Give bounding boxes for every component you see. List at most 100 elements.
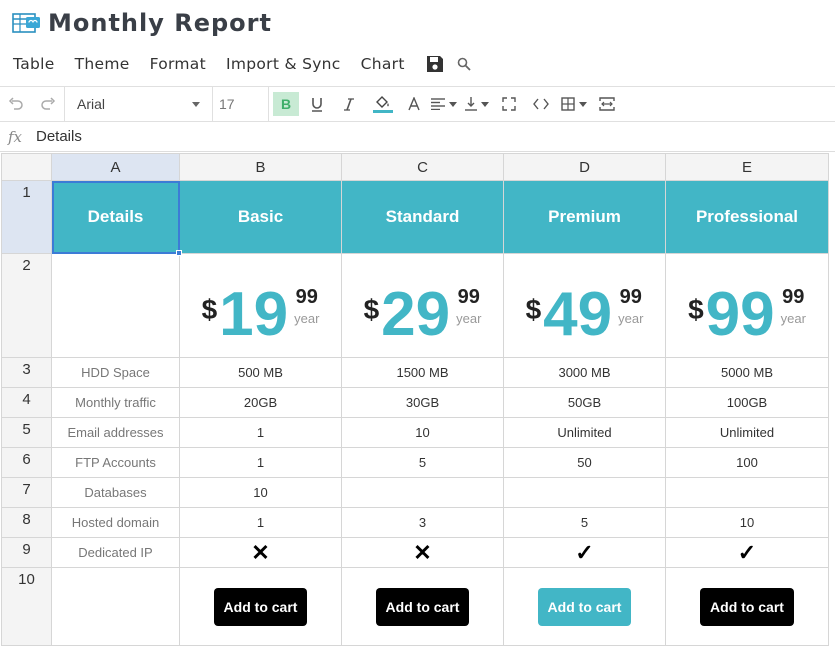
font-size-input[interactable]: 17 [213,87,269,121]
cell-feature-label[interactable]: FTP Accounts [51,447,180,478]
add-to-cart-button-basic[interactable]: Add to cart [213,587,308,626]
cell-plan-basic[interactable]: Basic [179,180,342,254]
cell-value[interactable]: 100GB [665,387,829,418]
cell-value[interactable]: 3 [341,507,504,538]
fill-color-icon[interactable] [365,87,401,121]
font-family-select[interactable]: Arial [65,87,213,121]
cell-cart[interactable]: Add to cart [503,567,666,646]
cell-empty[interactable] [51,567,180,646]
cell-value[interactable]: 20GB [179,387,342,418]
cell-value[interactable]: 50GB [503,387,666,418]
row-header-9[interactable]: 9 [1,537,52,568]
search-icon[interactable] [457,57,471,71]
cell-value[interactable]: 1 [179,447,342,478]
cell-value[interactable]: 10 [665,507,829,538]
cell-value[interactable]: 5 [503,507,666,538]
add-to-cart-button-premium[interactable]: Add to cart [537,587,632,626]
price-period: year [780,310,806,326]
cell-text: Details [87,207,144,226]
bold-button[interactable]: B [273,92,299,116]
row-header-10[interactable]: 10 [1,567,52,646]
cell-feature-label[interactable]: Hosted domain [51,507,180,538]
chevron-down-icon [192,101,200,107]
cell-value[interactable]: 10 [341,417,504,448]
formula-input[interactable]: Details [36,128,82,145]
cell-details-header[interactable]: Details [51,180,182,256]
cell-plan-professional[interactable]: Professional [665,180,829,254]
row-header-1[interactable]: 1 [1,180,52,254]
cell-feature-label[interactable]: Databases [51,477,180,508]
menu-format[interactable]: Format [149,55,206,73]
select-all-corner[interactable] [1,153,52,181]
undo-icon[interactable] [0,87,32,121]
cell-value[interactable] [503,477,666,508]
cell-value[interactable]: 5 [341,447,504,478]
currency-symbol: $ [201,293,218,325]
cell-feature-label[interactable]: Monthly traffic [51,387,180,418]
cell-value[interactable]: ✕ [341,537,504,568]
cell-value[interactable]: 30GB [341,387,504,418]
cell-value[interactable]: ✓ [503,537,666,568]
row-header-6[interactable]: 6 [1,447,52,478]
cell-feature-label[interactable]: Email addresses [51,417,180,448]
italic-icon[interactable] [333,87,365,121]
cell-value[interactable]: 10 [179,477,342,508]
cell-feature-label[interactable]: HDD Space [51,357,180,388]
column-header-d[interactable]: D [503,153,666,181]
cell-value[interactable]: 100 [665,447,829,478]
row-header-3[interactable]: 3 [1,357,52,388]
cell-price-premium[interactable]: $49 99 year [503,253,666,358]
cell-cart[interactable]: Add to cart [179,567,342,646]
cell-cart[interactable]: Add to cart [665,567,829,646]
redo-icon[interactable] [32,87,64,121]
row-header-8[interactable]: 8 [1,507,52,538]
cell-value[interactable]: 5000 MB [665,357,829,388]
code-icon[interactable] [525,87,557,121]
save-icon[interactable] [425,54,445,74]
cell-value[interactable]: 500 MB [179,357,342,388]
cell-value[interactable]: 1 [179,417,342,448]
borders-dropdown[interactable] [561,97,587,111]
cell-value[interactable]: ✕ [179,537,342,568]
cell-price-professional[interactable]: $99 99 year [665,253,829,358]
cell-plan-standard[interactable]: Standard [341,180,504,254]
cell-value[interactable]: Unlimited [665,417,829,448]
menu-chart[interactable]: Chart [360,55,405,73]
cell-value[interactable]: 50 [503,447,666,478]
cell-price-standard[interactable]: $29 99 year [341,253,504,358]
cell-feature-label[interactable]: Dedicated IP [51,537,180,568]
cell-value[interactable]: 1500 MB [341,357,504,388]
text-color-icon[interactable] [401,87,427,121]
row-header-7[interactable]: 7 [1,477,52,508]
cell-value[interactable] [341,477,504,508]
row-header-4[interactable]: 4 [1,387,52,418]
menu-import-sync[interactable]: Import & Sync [225,55,341,73]
menu-theme[interactable]: Theme [74,55,130,73]
column-header-a[interactable]: A [51,153,180,181]
underline-icon[interactable] [301,87,333,121]
fullscreen-icon[interactable] [493,87,525,121]
cell-plan-premium[interactable]: Premium [503,180,666,254]
menu-table[interactable]: Table [13,55,55,73]
valign-dropdown[interactable] [465,97,489,111]
column-header-e[interactable]: E [665,153,829,181]
formula-bar: fx Details [0,122,835,152]
align-dropdown[interactable] [431,98,457,110]
toolbar-divider [64,87,65,121]
cell-value[interactable]: 3000 MB [503,357,666,388]
row-header-5[interactable]: 5 [1,417,52,448]
cell-empty[interactable] [51,253,180,358]
cell-value[interactable] [665,477,829,508]
column-header-c[interactable]: C [341,153,504,181]
cell-value[interactable]: Unlimited [503,417,666,448]
cell-value[interactable]: ✓ [665,537,829,568]
column-header-b[interactable]: B [179,153,342,181]
add-to-cart-button-professional[interactable]: Add to cart [700,587,794,626]
merge-cells-icon[interactable] [591,87,623,121]
cell-cart[interactable]: Add to cart [341,567,504,646]
add-to-cart-button-standard[interactable]: Add to cart [375,587,470,626]
cell-price-basic[interactable]: $19 99 year [179,253,342,358]
cell-value[interactable]: 1 [179,507,342,538]
row-header-2[interactable]: 2 [1,253,52,358]
align-left-icon [431,98,445,110]
